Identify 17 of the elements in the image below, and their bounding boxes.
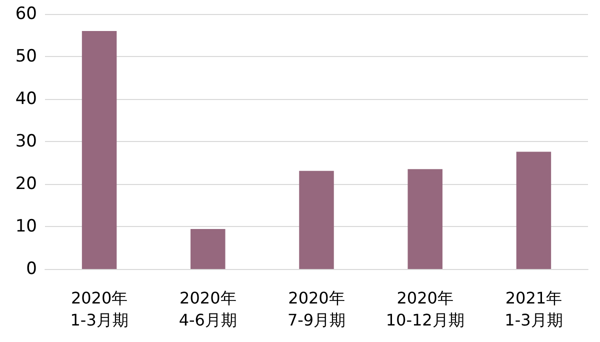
x-tick-label: 2020年 7-9月期 <box>287 288 346 330</box>
y-tick-label: 40 <box>15 89 37 109</box>
y-tick-label: 20 <box>15 174 37 194</box>
y-tick-label: 60 <box>15 4 37 24</box>
bar <box>299 170 334 269</box>
bar <box>190 229 226 269</box>
x-tick-label: 2021年 1-3月期 <box>504 288 563 330</box>
y-tick-label: 10 <box>15 216 37 236</box>
x-tick-label: 2020年 4-6月期 <box>178 288 237 330</box>
y-tick-label: 30 <box>15 132 37 152</box>
bar <box>82 31 117 269</box>
bar <box>408 169 442 269</box>
x-tick-label: 2020年 1-3月期 <box>70 288 128 330</box>
bar <box>516 152 552 269</box>
y-tick-label: 0 <box>26 259 37 279</box>
x-tick-label: 2020年 10-12月期 <box>386 288 464 330</box>
y-tick-label: 50 <box>15 46 37 66</box>
